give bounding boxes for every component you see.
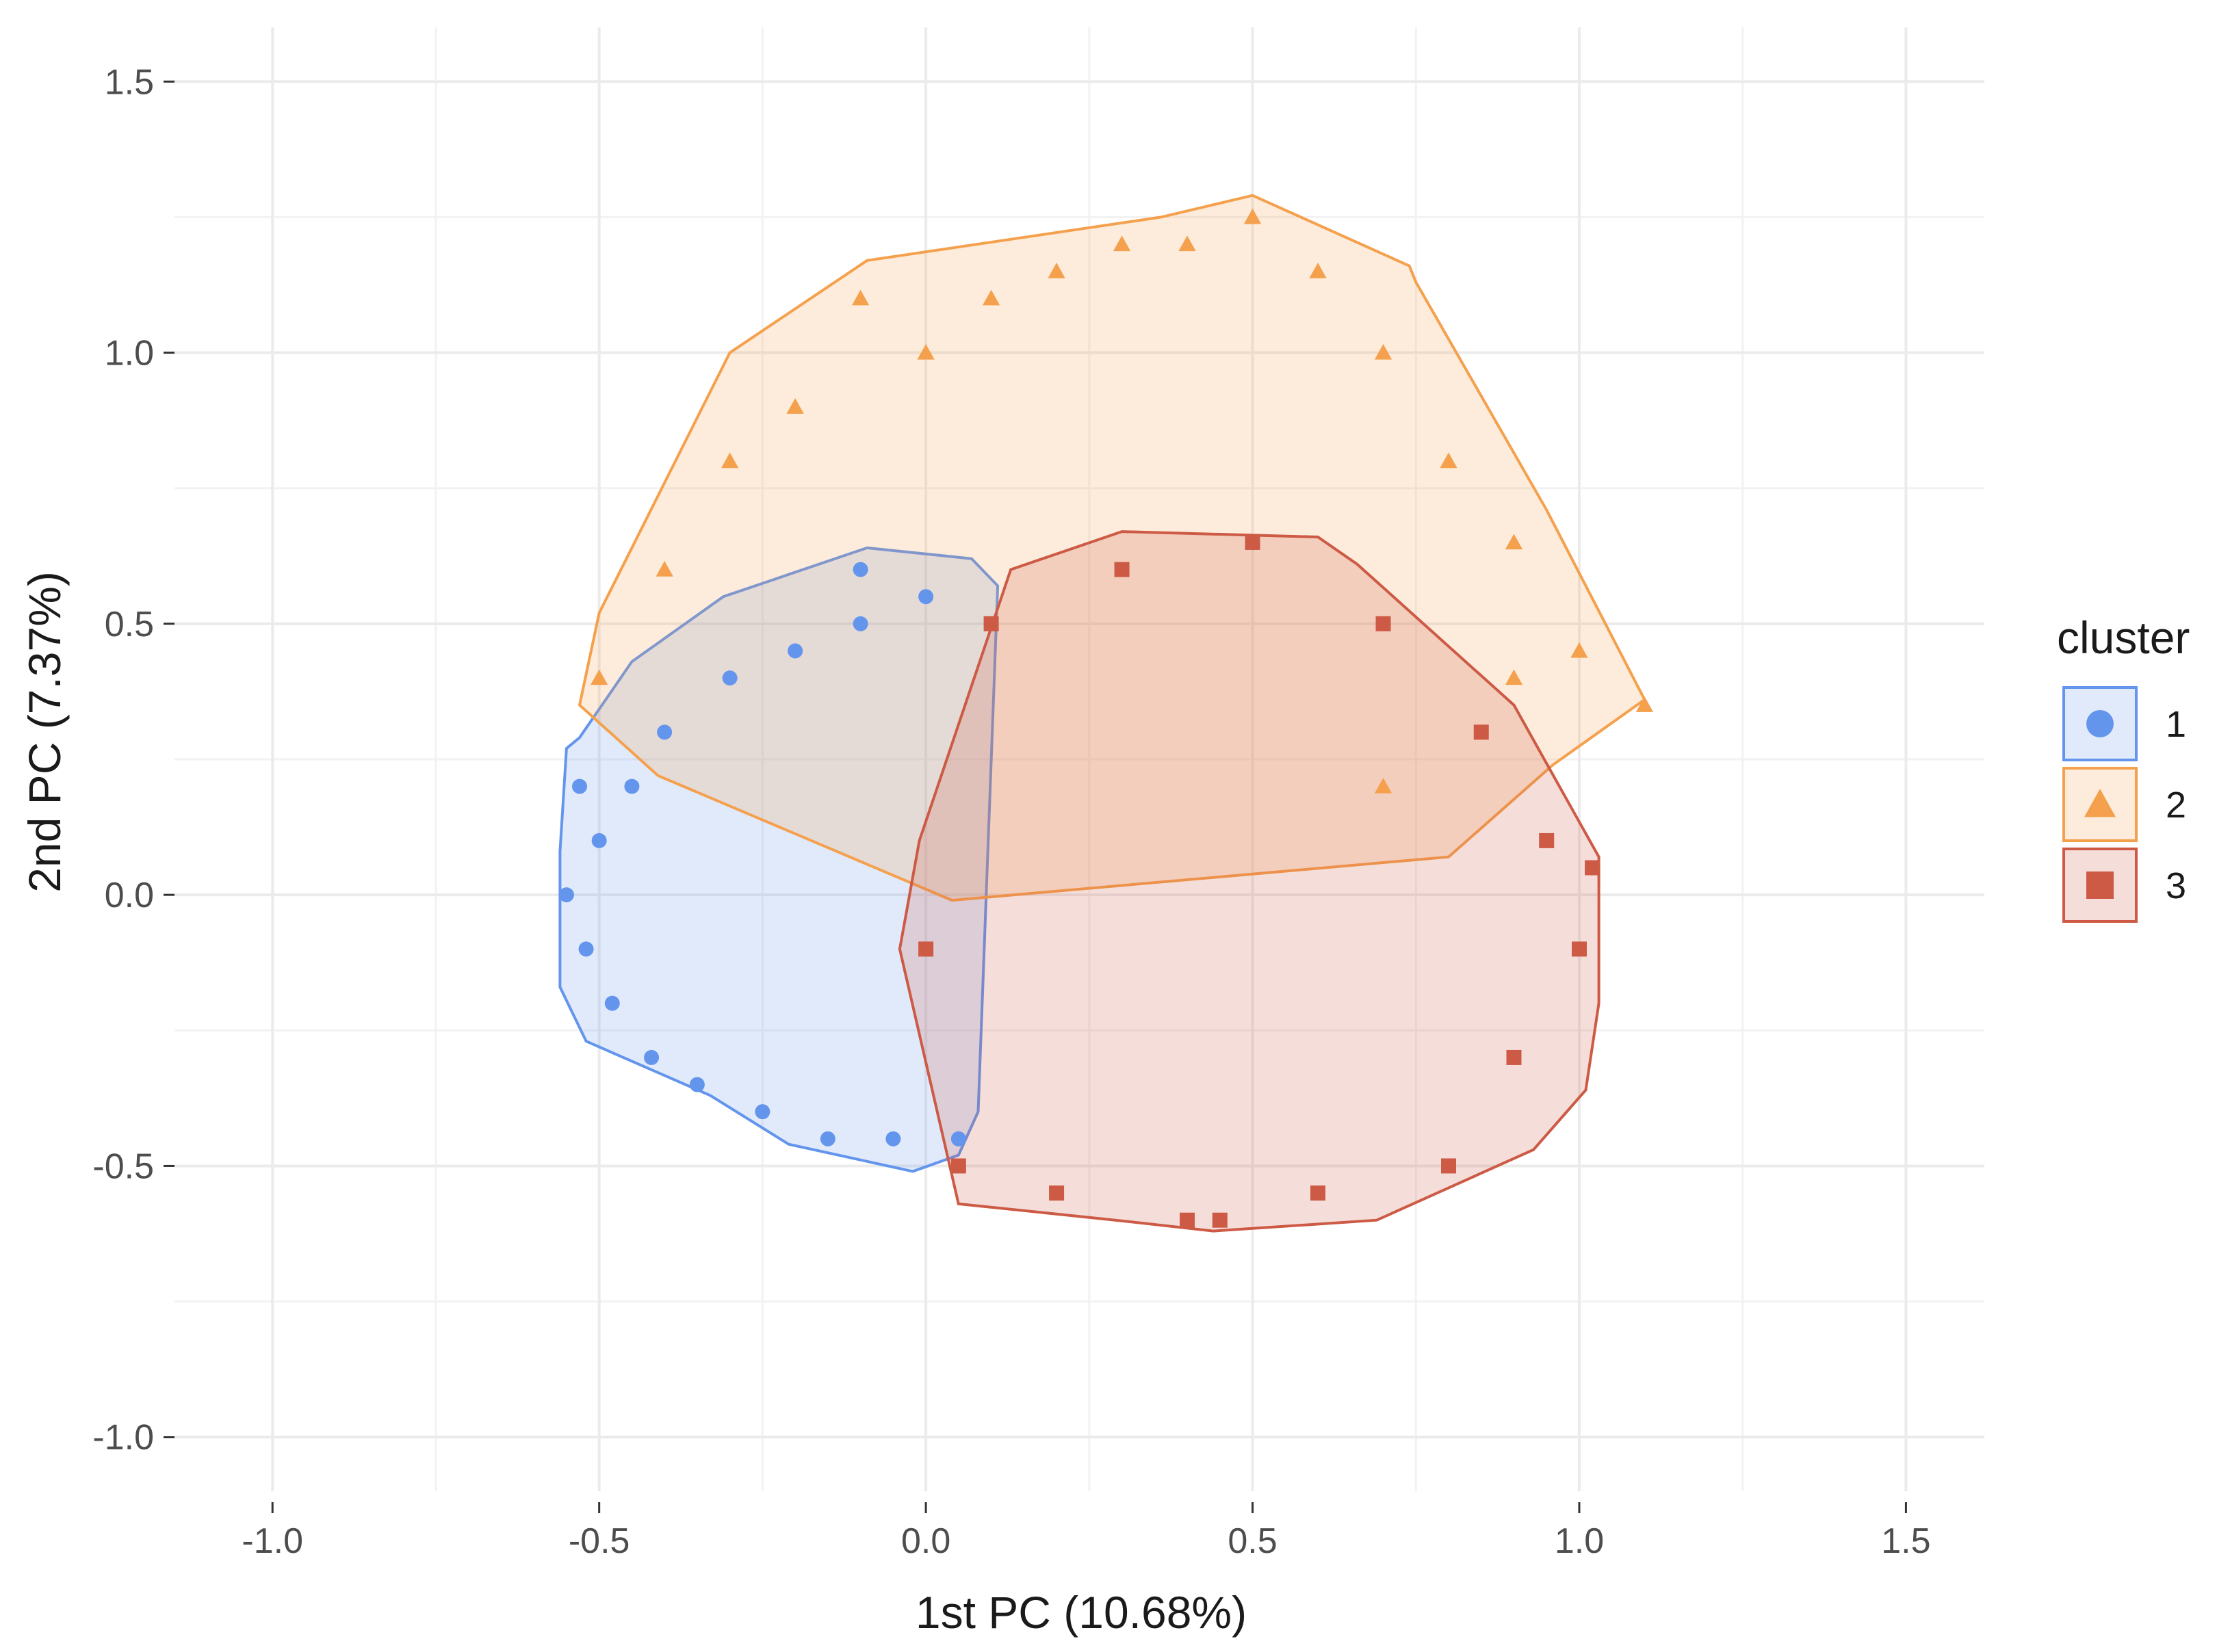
legend-marker-2: [2084, 789, 2116, 817]
y-tick-label: 1.0: [105, 334, 154, 373]
cluster-hulls: [558, 194, 1647, 1233]
cluster-3-point: [1310, 1185, 1326, 1201]
cluster-1-point: [558, 887, 574, 903]
x-tick-label: 1.0: [1555, 1521, 1604, 1561]
cluster-2-point: [786, 398, 804, 414]
cluster-2-point: [917, 343, 935, 360]
data-points: [558, 208, 1654, 1228]
cluster-2-point: [1374, 343, 1392, 360]
x-tick-label: 1.5: [1881, 1521, 1930, 1561]
cluster-2-point: [1505, 669, 1523, 685]
x-tick-label: -1.0: [242, 1521, 303, 1561]
cluster-3-point: [950, 1158, 966, 1174]
cluster-1-point: [853, 616, 868, 631]
cluster-3-point: [1114, 562, 1130, 577]
minor-gridlines: [174, 27, 1984, 1491]
cluster-3-point: [1375, 616, 1391, 631]
cluster-1-point: [689, 1077, 705, 1092]
cluster-2-point: [1505, 534, 1523, 550]
cluster-1-point: [755, 1104, 770, 1120]
y-tick-label: -0.5: [92, 1146, 154, 1186]
legend-marker-1: [2086, 710, 2114, 737]
major-gridlines: [174, 27, 1984, 1491]
legend-key-3: [2062, 848, 2138, 923]
cluster-1-point: [657, 724, 673, 740]
cluster-2-hull: [578, 194, 1647, 902]
cluster-1-point: [950, 1131, 966, 1146]
cluster-3-point: [1180, 1212, 1195, 1228]
legend-marker-3: [2086, 871, 2114, 899]
cluster-2-point: [1243, 208, 1262, 224]
cluster-3-hull: [898, 530, 1600, 1233]
legend: cluster 1 2 3: [2057, 612, 2190, 923]
cluster-2-point: [1048, 263, 1065, 278]
x-axis-title: 1st PC (10.68%): [916, 1587, 1247, 1638]
cluster-2-point: [851, 289, 870, 306]
cluster-1-point: [578, 941, 594, 957]
cluster-1-hull: [558, 546, 1000, 1173]
cluster-3-point: [1049, 1185, 1065, 1201]
cluster-2-point: [1635, 696, 1654, 712]
y-axis-ticks: -1.0 -0.5 0.0 0.5 1.0 1.5: [92, 62, 174, 1458]
cluster-3-point: [983, 616, 999, 631]
x-axis-ticks: -1.0 -0.5 0.0 0.5 1.0 1.5: [242, 1502, 1931, 1561]
cluster-1-point: [885, 1131, 901, 1146]
cluster-3-point: [1585, 860, 1600, 876]
cluster-1-point: [853, 562, 868, 577]
cluster-2-point: [1309, 263, 1327, 278]
cluster-1-point: [644, 1049, 660, 1065]
cluster-3-point: [1441, 1158, 1457, 1174]
cluster-3-point: [1473, 724, 1489, 740]
cluster-1-point: [604, 995, 620, 1011]
x-tick-label: -0.5: [569, 1521, 630, 1561]
y-tick-label: 0.0: [105, 876, 154, 915]
x-tick-label: 0.5: [1228, 1521, 1277, 1561]
y-axis-title: 2nd PC (7.37%): [19, 571, 70, 893]
cluster-1-point: [591, 832, 607, 848]
cluster-1-point: [820, 1131, 835, 1146]
cluster-2-point: [1570, 642, 1588, 658]
cluster-3-point: [918, 941, 934, 957]
cluster-3-point: [1571, 941, 1587, 957]
y-tick-label: -1.0: [92, 1418, 154, 1458]
cluster-1-point: [788, 643, 803, 659]
cluster-3-point: [1245, 534, 1260, 550]
cluster-1-point: [918, 589, 934, 605]
x-tick-label: 0.0: [901, 1521, 950, 1561]
legend-label-2: 2: [2166, 785, 2186, 826]
legend-label-3: 3: [2166, 865, 2186, 906]
y-tick-label: 0.5: [105, 605, 154, 644]
cluster-2-point: [1440, 452, 1457, 469]
cluster-2-point: [1374, 777, 1392, 794]
cluster-3-point: [1539, 832, 1555, 848]
cluster-2-point: [1113, 235, 1131, 252]
legend-title: cluster: [2057, 612, 2190, 663]
cluster-2-point: [721, 452, 739, 469]
y-tick-label: 1.5: [105, 62, 154, 102]
cluster-2-point: [1178, 235, 1196, 252]
cluster-3-point: [1506, 1049, 1522, 1065]
legend-label-1: 1: [2166, 704, 2186, 745]
cluster-1-point: [572, 778, 588, 794]
cluster-2-point: [656, 560, 673, 577]
cluster-2-point: [591, 669, 608, 685]
cluster-1-point: [624, 778, 640, 794]
cluster-3-point: [1212, 1212, 1228, 1228]
cluster-2-point: [982, 289, 1000, 306]
cluster-1-point: [722, 670, 738, 686]
